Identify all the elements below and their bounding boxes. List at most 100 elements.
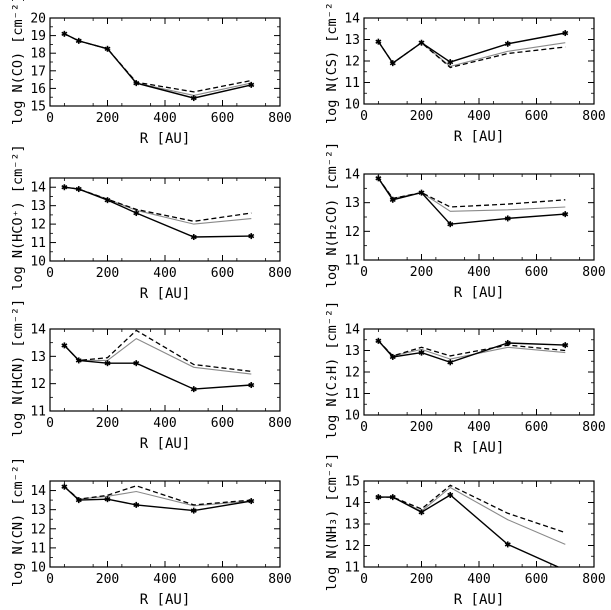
y-axis-label: log N(CO) [cm⁻²]	[10, 0, 26, 125]
x-tick-label: 800	[582, 420, 605, 435]
data-point-marker	[104, 496, 111, 503]
series-line-dashed	[64, 33, 252, 93]
x-tick-label: 800	[582, 109, 605, 124]
y-axis-label: log N(NH₃) [cm⁻²]	[324, 453, 340, 591]
chart-panel-a: 0 200 400 600 800 15 16 17 18 19 20 R [AU] log N(CO)…	[10, 0, 292, 147]
data-point-marker	[418, 349, 425, 356]
x-tick-label: 0	[360, 265, 368, 280]
y-tick-label: 14	[30, 181, 46, 196]
y-tick-label: 13	[344, 518, 360, 533]
data-point-marker	[389, 196, 396, 203]
data-point-marker	[104, 360, 111, 367]
data-point-marker	[248, 81, 255, 88]
data-point-marker	[133, 501, 140, 508]
x-tick-label: 400	[153, 416, 176, 431]
y-tick-label: 11	[30, 541, 46, 556]
data-point-marker	[375, 494, 382, 501]
y-tick-label: 14	[344, 496, 360, 511]
data-point-marker	[75, 186, 82, 193]
y-tick-label: 13	[30, 199, 46, 214]
data-point-marker	[133, 360, 140, 367]
data-point-marker	[504, 215, 511, 222]
y-tick-label: 10	[30, 255, 46, 270]
data-point-marker	[447, 491, 454, 498]
x-tick-label: 400	[153, 111, 176, 126]
y-tick-label: 11	[344, 254, 360, 269]
data-point-marker	[375, 337, 382, 344]
plot-frame	[363, 480, 595, 568]
data-point-marker	[133, 210, 140, 217]
data-point-marker	[447, 221, 454, 228]
x-tick-label: 600	[211, 572, 234, 587]
y-tick-label: 13	[344, 196, 360, 211]
y-axis-label: log N(CS) [cm⁻²]	[324, 0, 340, 124]
x-axis-label: R [AU]	[140, 592, 191, 608]
x-tick-label: 0	[360, 572, 368, 587]
x-tick-label: 400	[467, 420, 490, 435]
y-tick-label: 11	[30, 405, 46, 420]
data-point-marker	[562, 211, 569, 218]
x-tick-label: 0	[46, 416, 54, 431]
x-axis-label: R [AU]	[140, 286, 191, 302]
y-tick-label: 11	[344, 387, 360, 402]
data-point-marker	[75, 357, 82, 364]
x-axis-label: R [AU]	[140, 131, 191, 147]
y-tick-label: 11	[30, 236, 46, 251]
x-tick-label: 200	[410, 420, 433, 435]
data-point-marker	[418, 509, 425, 516]
series-line-solid-star	[378, 494, 560, 567]
data-point-marker	[418, 189, 425, 196]
y-tick-label: 13	[344, 33, 360, 48]
x-tick-label: 800	[582, 572, 605, 587]
series-line-solid-star	[64, 33, 252, 99]
data-point-marker	[418, 39, 425, 46]
y-axis-label: log N(HCO⁺) [cm⁻²]	[10, 144, 26, 290]
x-tick-label: 600	[525, 265, 548, 280]
x-tick-label: 200	[96, 111, 119, 126]
series-line-solid-star	[64, 186, 252, 238]
y-tick-label: 15	[30, 100, 46, 115]
x-tick-label: 200	[410, 265, 433, 280]
x-tick-label: 800	[268, 266, 291, 281]
chart-panel-b: 0 200 400 600 800 10 11 12 13 14 R [AU] log N(CS) […	[324, 0, 606, 145]
y-tick-label: 15	[344, 475, 360, 490]
data-point-marker	[389, 60, 396, 67]
x-tick-label: 400	[153, 572, 176, 587]
data-point-marker	[75, 37, 82, 44]
series-line-dashed	[377, 41, 566, 69]
data-point-marker	[61, 483, 68, 490]
plot-frame	[363, 173, 595, 261]
chart-panel-c: 0 200 400 600 800 10 11 12 13 14 R [AU] log N(HCO⁺)…	[10, 144, 292, 302]
data-point-marker	[375, 175, 382, 182]
chart-panel-d: 0 200 400 600 800 11 12 13 14 R [AU] log N(H₂CO) […	[324, 142, 606, 301]
series-line-dashed	[377, 340, 566, 357]
y-axis-label: log N(H₂CO) [cm⁻²]	[324, 142, 340, 288]
data-point-marker	[190, 234, 197, 241]
y-tick-label: 13	[344, 344, 360, 359]
data-point-marker	[133, 80, 140, 87]
data-point-marker	[375, 38, 382, 45]
y-tick-label: 12	[344, 366, 360, 381]
series-line-solid-star	[377, 32, 566, 65]
y-tick-label: 18	[30, 47, 46, 62]
y-tick-label: 14	[30, 484, 46, 499]
data-point-marker	[61, 342, 68, 349]
y-tick-label: 10	[344, 409, 360, 424]
chart-panel-e: 0 200 400 600 800 11 12 13 14 R [AU] log N(HCN) [c…	[10, 299, 292, 452]
data-point-marker	[504, 541, 511, 548]
data-point-marker	[447, 359, 454, 366]
chart-panel-f: 0 200 400 600 800 10 11 12 13 14 R [AU] log N(C₂H) …	[324, 301, 606, 456]
y-tick-label: 13	[30, 503, 46, 518]
y-tick-label: 20	[30, 12, 46, 27]
x-axis-label: R [AU]	[454, 440, 505, 456]
series-line-solid-star	[377, 177, 566, 225]
x-tick-label: 600	[211, 266, 234, 281]
data-point-marker	[447, 59, 454, 66]
plot-frame	[363, 328, 595, 416]
y-tick-label: 10	[30, 561, 46, 576]
y-tick-label: 14	[30, 323, 46, 338]
data-point-marker	[104, 197, 111, 204]
data-point-marker	[190, 386, 197, 393]
data-point-marker	[190, 95, 197, 102]
plot-frame	[49, 480, 281, 568]
